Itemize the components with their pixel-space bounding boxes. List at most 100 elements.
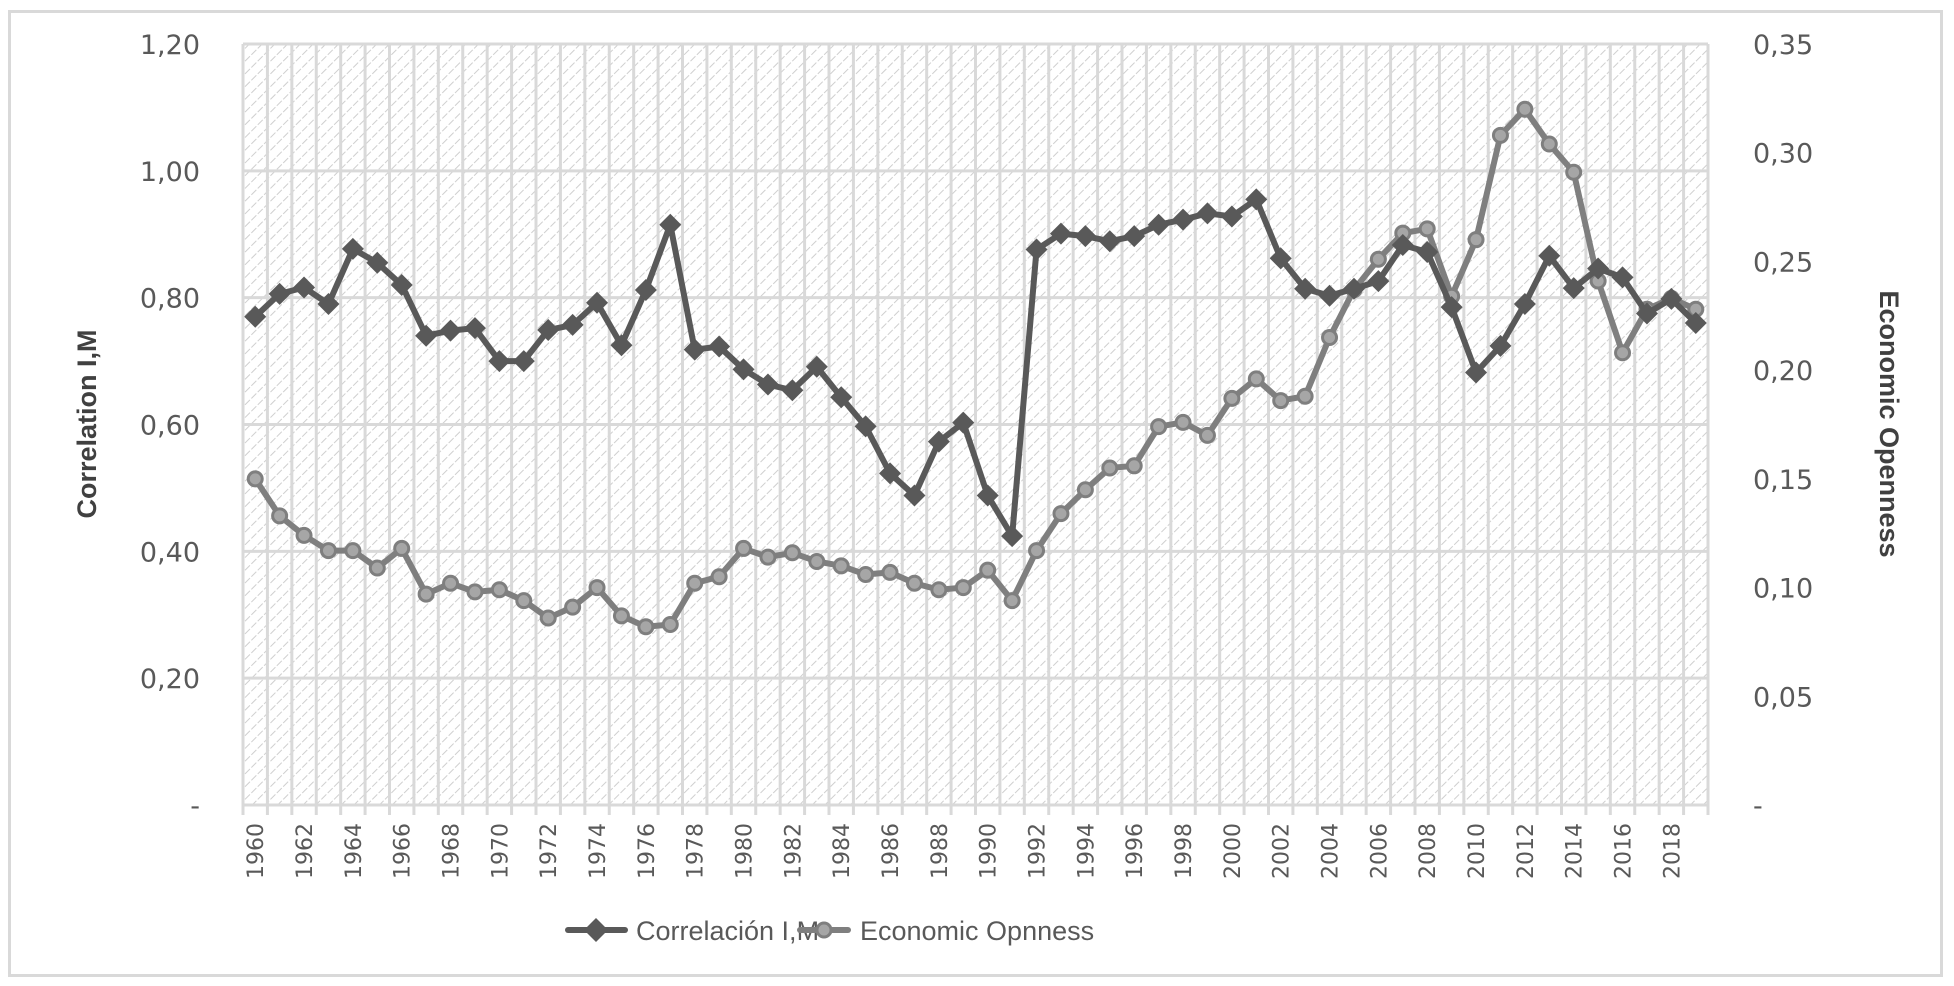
diamond-marker — [415, 324, 438, 347]
legend-item-economic-openness[interactable]: Economic Opnness — [797, 916, 1094, 946]
right-tick-label: - — [1753, 791, 1763, 822]
legend-item-correlation[interactable]: Correlación I,M — [565, 916, 819, 946]
x-tick-label: 2002 — [1270, 823, 1295, 879]
right-axis-ticks: - 0,05 0,10 0,15 0,20 0,25 0,30 0,35 — [1753, 30, 1813, 822]
circle-marker — [1174, 413, 1192, 431]
left-tick-label: 0,20 — [140, 664, 200, 695]
right-tick-label: 0,35 — [1753, 30, 1813, 61]
diamond-marker — [268, 282, 291, 305]
x-tick-label: 2016 — [1612, 823, 1637, 879]
diamond-marker — [390, 273, 413, 296]
diamond-marker — [463, 317, 486, 340]
circle-marker — [759, 548, 777, 566]
x-tick-label: 1964 — [342, 823, 367, 879]
right-tick-label: 0,20 — [1753, 356, 1813, 387]
diamond-marker — [1635, 302, 1658, 325]
x-tick-label: 1974 — [586, 823, 611, 879]
diamond-marker — [488, 350, 511, 373]
diamond-marker — [732, 358, 755, 381]
circle-marker — [417, 585, 435, 603]
circle-marker — [808, 552, 826, 570]
diamond-marker — [1416, 241, 1439, 264]
diamond-marker — [1098, 230, 1121, 253]
circle-marker — [1003, 592, 1021, 610]
x-tick-label: 1972 — [537, 823, 562, 879]
circle-marker — [588, 579, 606, 597]
circle-marker — [344, 542, 362, 560]
diamond-marker — [1074, 225, 1097, 248]
circle-marker — [564, 598, 582, 616]
x-tick-label: 1982 — [781, 823, 806, 879]
diamond-marker — [1269, 247, 1292, 270]
circle-marker — [1247, 370, 1265, 388]
circle-marker — [979, 561, 997, 579]
diamond-marker — [830, 386, 853, 409]
diamond-marker — [854, 415, 877, 438]
diamond-marker — [708, 335, 731, 358]
diamond-marker — [659, 213, 682, 236]
diamond-marker — [1318, 284, 1341, 307]
x-tick-label: 1966 — [391, 823, 416, 879]
diamond-marker — [683, 338, 706, 361]
diamond-marker — [1440, 296, 1463, 319]
x-tick-label: 1992 — [1026, 823, 1051, 879]
diamond-marker — [1025, 238, 1048, 261]
x-tick-label: 1978 — [684, 823, 709, 879]
circle-marker — [368, 559, 386, 577]
left-tick-label: 1,00 — [140, 157, 200, 188]
x-tick-label: 2010 — [1465, 823, 1490, 879]
circle-marker — [661, 616, 679, 634]
circle-marker — [954, 579, 972, 597]
diamond-marker — [1172, 208, 1195, 231]
x-tick-label: 2012 — [1514, 823, 1539, 879]
x-tick-label: 1994 — [1074, 823, 1099, 879]
right-tick-label: 0,05 — [1753, 682, 1813, 713]
circle-marker — [1516, 100, 1534, 118]
diamond-marker — [244, 305, 267, 328]
diamond-marker — [1562, 277, 1585, 300]
circle-marker — [490, 581, 508, 599]
circle-marker — [710, 568, 728, 586]
circle-marker — [1125, 457, 1143, 475]
left-tick-label: 1,20 — [140, 30, 200, 61]
x-tick-label: 1970 — [488, 823, 513, 879]
diamond-marker — [976, 484, 999, 507]
legend-label-correlation: Correlación I,M — [636, 916, 819, 946]
diamond-marker — [1660, 287, 1683, 310]
left-tick-label: 0,60 — [140, 411, 200, 442]
x-tick-label: 1998 — [1172, 823, 1197, 879]
diamond-marker — [805, 355, 828, 378]
series-correlation — [244, 188, 1707, 548]
right-tick-label: 0,30 — [1753, 139, 1813, 170]
diamond-marker — [1196, 202, 1219, 225]
diamond-marker — [537, 319, 560, 342]
diamond-marker — [586, 291, 609, 314]
x-tick-label: 2004 — [1319, 823, 1344, 879]
left-tick-label: 0,40 — [140, 537, 200, 568]
diamond-marker — [610, 334, 633, 357]
circle-marker — [1150, 418, 1168, 436]
circle-marker — [246, 470, 264, 488]
diamond-marker-icon — [584, 918, 608, 942]
circle-marker — [1052, 505, 1070, 523]
x-tick-label: 1962 — [293, 823, 318, 879]
x-tick-label: 1976 — [635, 823, 660, 879]
circle-marker — [515, 592, 533, 610]
x-tick-label: 2000 — [1221, 823, 1246, 879]
circle-marker — [1028, 542, 1046, 560]
circle-marker — [735, 539, 753, 557]
diamond-marker — [952, 411, 975, 434]
diamond-marker — [879, 462, 902, 485]
diamond-marker — [1465, 361, 1488, 384]
diamond-marker — [1123, 225, 1146, 248]
diamond-marker — [317, 293, 340, 316]
x-tick-label: 1980 — [733, 823, 758, 879]
circle-marker — [686, 574, 704, 592]
horizontal-gridlines — [243, 42, 1708, 807]
diamond-marker — [1294, 277, 1317, 300]
diamond-marker — [1684, 312, 1707, 335]
diamond-marker — [634, 279, 657, 302]
diamond-marker — [1391, 234, 1414, 257]
circle-marker — [393, 539, 411, 557]
diamond-marker — [561, 313, 584, 336]
